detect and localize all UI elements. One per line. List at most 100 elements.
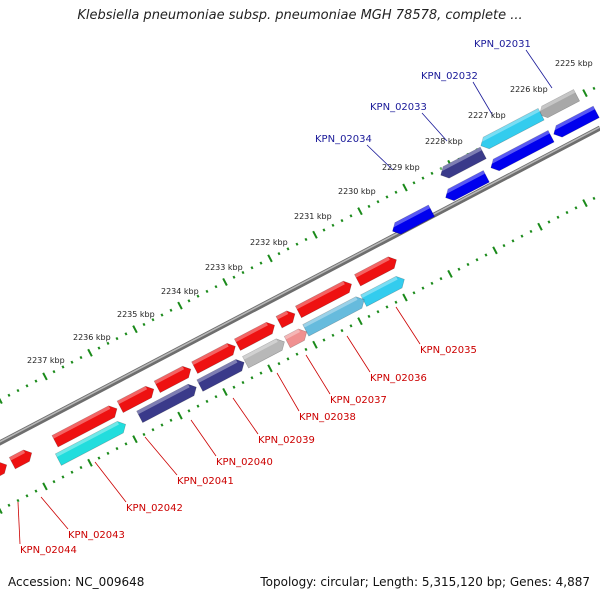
gene-red-highlight [295,281,345,310]
gene-kpn-02034b-shape [392,204,435,235]
gene-label: KPN_02035 [420,345,477,356]
gene-label: KPN_02041 [177,476,234,487]
gene-label: KPN_02038 [299,412,356,423]
gene-kpn-02034-shape [440,146,487,179]
gene-red [0,461,8,482]
leader-line [144,436,178,476]
gene-red [354,256,397,287]
tick-mark [357,207,363,216]
tick-mark [87,458,93,467]
tick-mark [7,503,11,507]
tick-mark [556,215,560,219]
gene-shaded-highlight [536,89,576,113]
tick-mark [439,277,443,281]
gene-label: KPN_02036 [370,373,427,384]
leader-line [190,419,217,457]
tick-mark [457,267,461,271]
gene-red [51,405,118,448]
gene-label: KPN_02039 [258,435,315,446]
tick-mark [340,328,344,333]
gene-red [191,343,236,374]
tick-mark [25,384,29,388]
gene-dark-highlight [196,359,238,383]
tick-mark [439,167,443,171]
tick-mark [214,285,218,289]
gene-kpn-02034-highlight [437,147,482,173]
ruler-label: 2232 kbp [250,238,288,247]
tick-mark [394,190,398,194]
tick-mark [160,313,164,317]
topology-text: Topology: circular [260,575,365,589]
gene-count-text: Genes: 4,887 [509,575,590,589]
tick-mark [205,399,209,404]
tick-mark [0,397,3,405]
tick-mark [312,230,318,239]
ruler-labels: 2225 kbp 2226 kbp 2227 kbp 2228 kbp 2229 kbp… [27,59,593,365]
gene-cyan-shape [54,421,127,466]
inner-tick-track [0,196,596,515]
tick-mark [492,246,498,255]
tick-mark [277,362,281,366]
tick-mark [250,376,254,380]
tick-mark [52,480,56,484]
gene-cyan-highlight [477,108,540,144]
tick-mark [70,470,74,474]
tick-mark [537,222,543,231]
tick-mark [331,333,335,337]
gene-dark [196,359,245,392]
map-title: Klebsiella pneumoniae subsp. pneumoniae … [77,8,523,23]
ruler-label: 2233 kbp [205,263,243,272]
ruler-label: 2231 kbp [294,212,332,221]
leader-line [305,354,331,395]
tick-mark [214,395,218,399]
gene-kpn-02034b [389,204,435,235]
gene-kpn-02034 [437,146,487,179]
tick-mark [177,301,183,310]
tick-mark [412,291,416,295]
tick-mark [565,210,569,215]
gene-red-shape [116,385,155,413]
gene-red-highlight [276,310,289,320]
gene-shaded-highlight [242,338,278,360]
ruler-label: 2235 kbp [117,310,155,319]
tick-mark [582,199,588,208]
gene-red-shape [8,449,33,470]
gene-cyan-highlight [55,421,119,457]
tick-mark [97,456,101,460]
tick-mark [205,289,209,294]
backbone [0,125,600,446]
gene-label: KPN_02032 [421,71,478,82]
gene-red-shape [0,461,8,482]
tick-mark [222,387,228,396]
tick-mark [267,364,273,373]
leader-line [525,49,553,89]
tick-mark [124,442,128,446]
tick-mark [547,220,551,224]
tick-mark [196,294,200,298]
tick-mark [592,196,596,201]
gene-kpn-02033-highlight [442,170,485,196]
gene-label: KPN_02037 [330,395,387,406]
tick-mark [259,261,263,265]
gene-cyan [477,108,545,150]
tick-mark [87,348,93,357]
gene-label: KPN_02040 [216,457,273,468]
gene-red [233,321,275,351]
tick-mark [502,243,506,248]
gene-label: KPN_02042 [126,503,183,514]
tick-mark [466,262,470,267]
tick-mark [304,347,308,352]
gene-red-highlight [117,386,148,405]
gene-label: KPN_02031 [474,39,531,50]
gene-red-highlight [154,366,185,385]
tick-mark [304,237,308,242]
tick-mark [402,293,408,302]
tick-mark [115,337,119,341]
tick-mark [7,393,11,397]
leader-line [472,81,494,117]
tick-mark [367,314,371,319]
tick-mark [511,239,515,243]
tick-mark [124,332,128,336]
tick-mark [42,482,48,491]
